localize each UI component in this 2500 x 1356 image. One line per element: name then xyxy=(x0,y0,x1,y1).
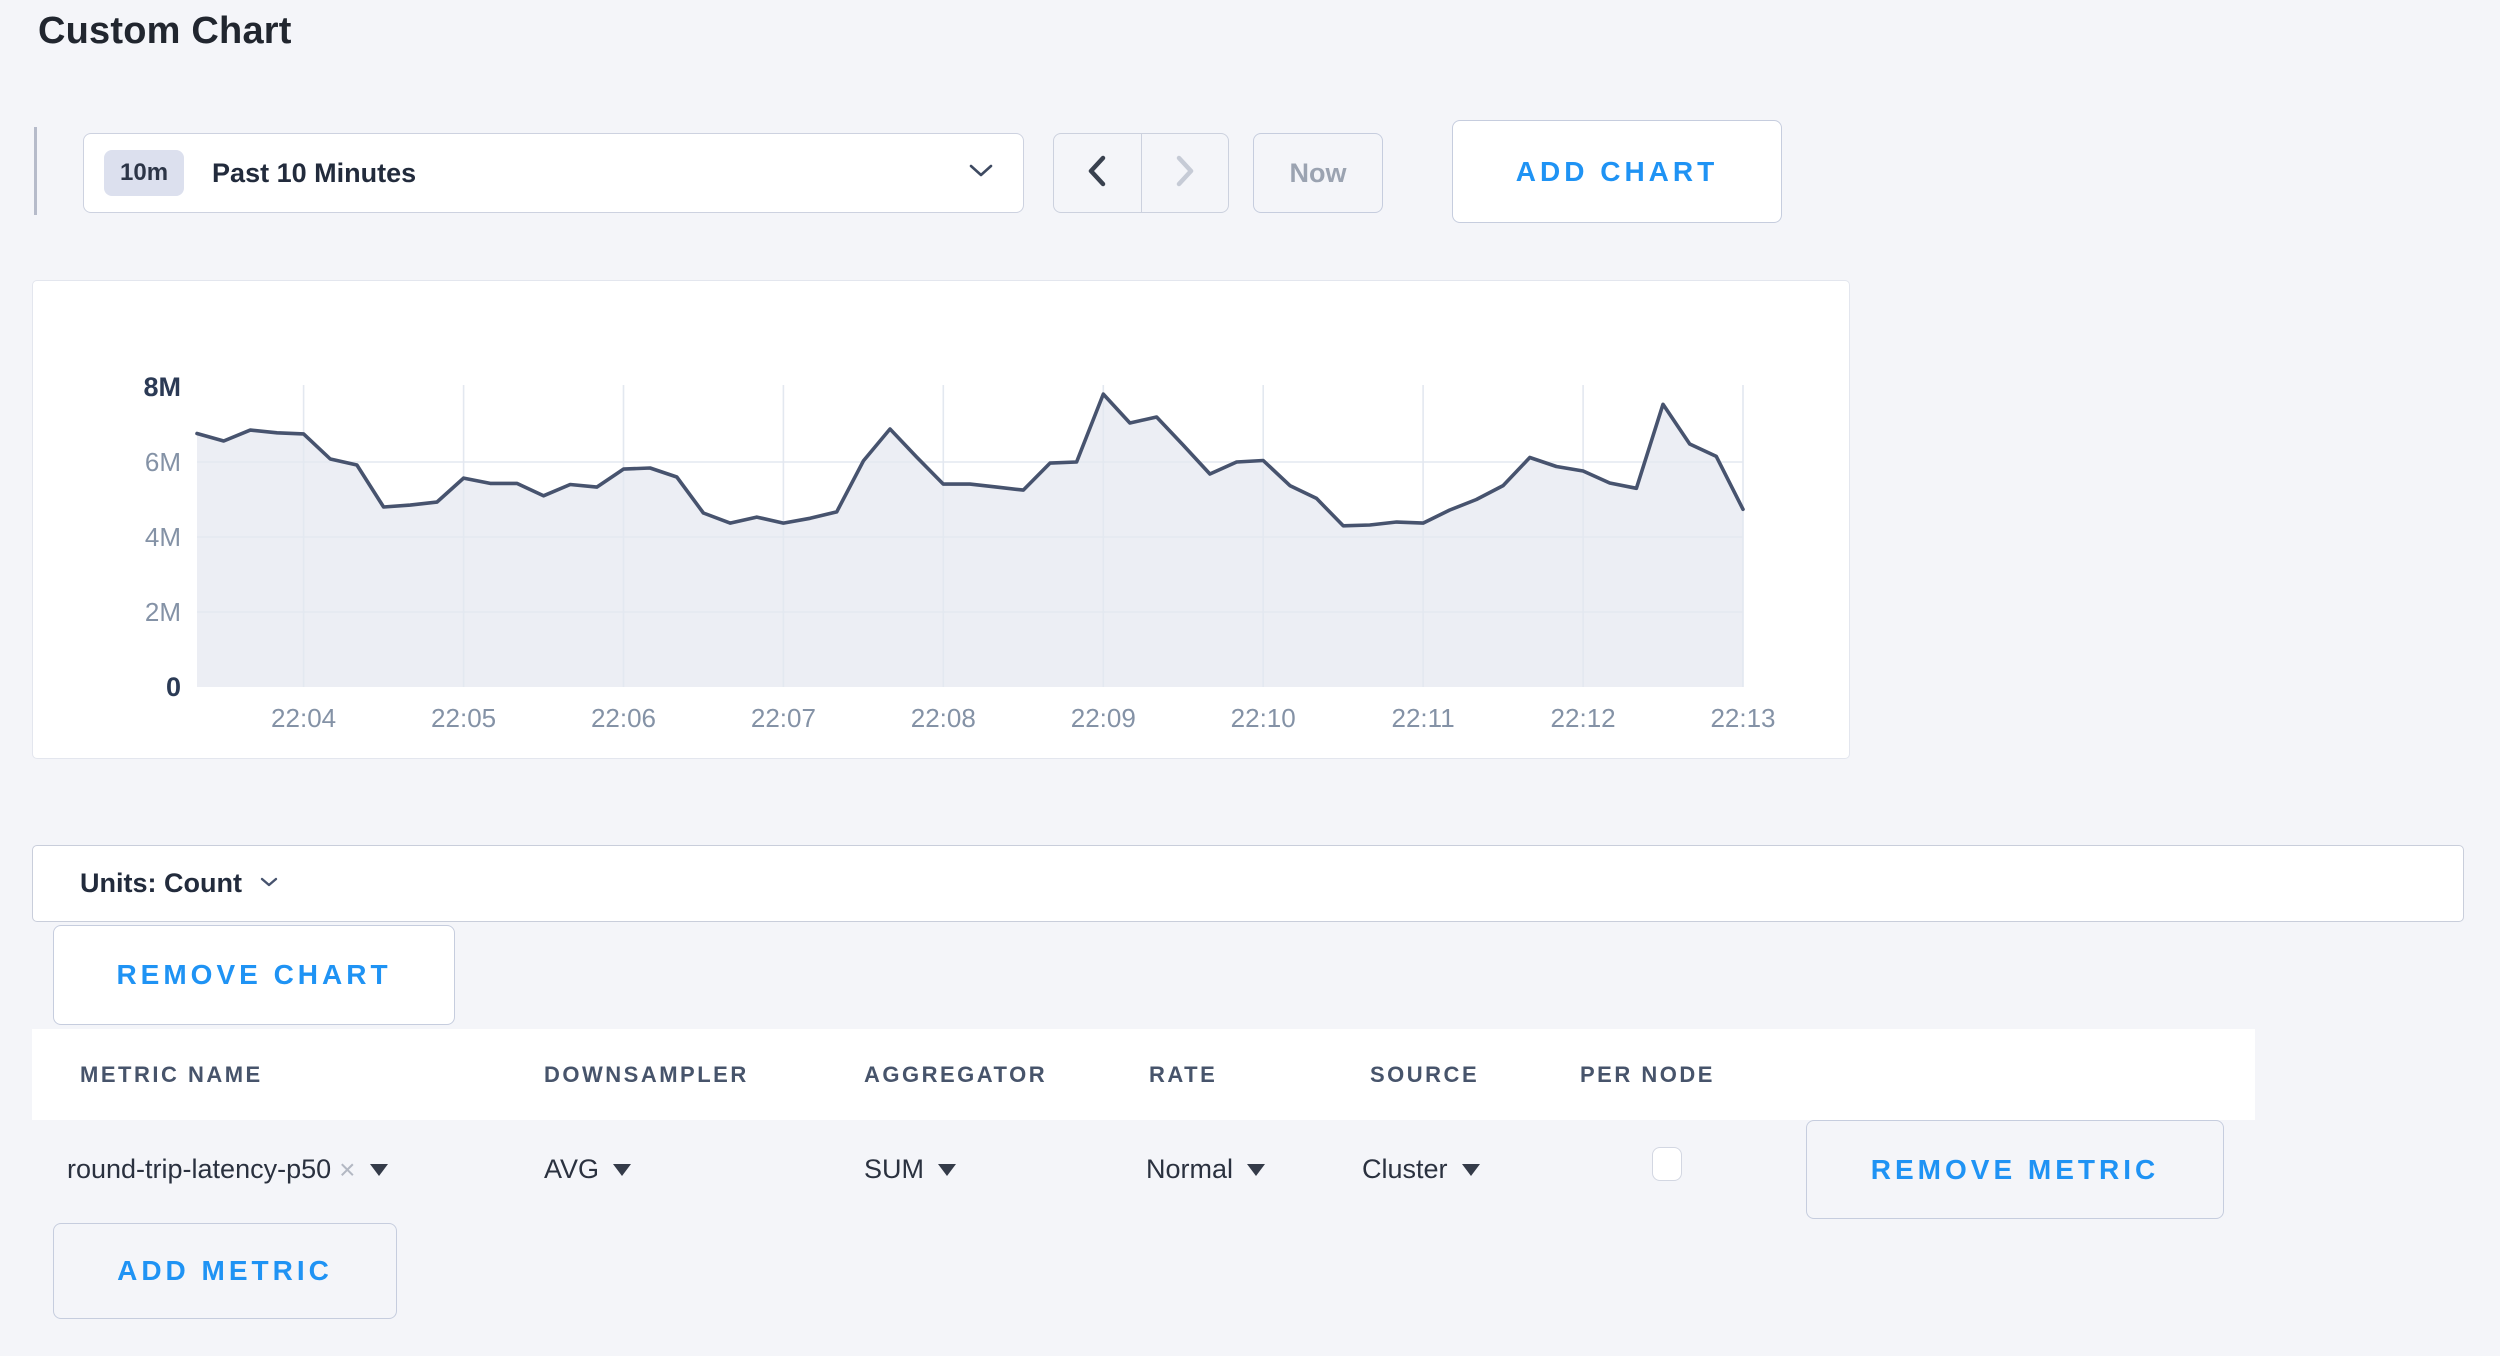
caret-down-icon xyxy=(1247,1163,1266,1176)
time-range-badge: 10m xyxy=(104,150,185,196)
chevron-down-icon xyxy=(969,164,993,183)
svg-text:22:06: 22:06 xyxy=(591,703,656,733)
time-step-control xyxy=(1053,133,1229,213)
svg-text:22:10: 22:10 xyxy=(1231,703,1296,733)
svg-text:22:04: 22:04 xyxy=(271,703,336,733)
downsampler-select[interactable]: AVG xyxy=(544,1120,632,1219)
svg-text:22:07: 22:07 xyxy=(751,703,816,733)
svg-text:2M: 2M xyxy=(145,597,181,627)
col-header-source: SOURCE xyxy=(1370,1062,1480,1087)
metric-name-value: round-trip-latency-p50 xyxy=(67,1154,332,1184)
col-header-rate: RATE xyxy=(1149,1062,1218,1087)
svg-text:22:12: 22:12 xyxy=(1551,703,1616,733)
caret-down-icon xyxy=(613,1163,632,1176)
chart-card: 22:04 22:05 22:06 22:07 22:08 22:09 22:10 22:11… xyxy=(32,280,1850,759)
rate-value: Normal xyxy=(1146,1154,1234,1184)
col-header-downsampler: DOWNSAMPLER xyxy=(544,1062,749,1087)
add-chart-button[interactable]: ADD CHART xyxy=(1452,120,1782,223)
timeseries-area-chart[interactable]: 22:04 22:05 22:06 22:07 22:08 22:09 22:10 22:11… xyxy=(33,281,1849,758)
page-title: Custom Chart xyxy=(38,10,292,52)
svg-text:6M: 6M xyxy=(145,447,181,477)
aggregator-value: SUM xyxy=(864,1154,924,1184)
svg-text:22:13: 22:13 xyxy=(1710,703,1775,733)
toolbar-accent-divider xyxy=(34,127,37,215)
per-node-checkbox[interactable] xyxy=(1652,1147,1682,1181)
metric-row: round-trip-latency-p50 × AVG SUM Normal … xyxy=(32,1120,2255,1219)
svg-text:0: 0 xyxy=(166,672,181,702)
time-back-button[interactable] xyxy=(1054,134,1142,212)
svg-text:22:11: 22:11 xyxy=(1392,703,1455,733)
svg-text:22:09: 22:09 xyxy=(1071,703,1136,733)
svg-text:22:08: 22:08 xyxy=(911,703,976,733)
remove-metric-button[interactable]: REMOVE METRIC xyxy=(1806,1120,2224,1219)
caret-down-icon xyxy=(1461,1163,1480,1176)
clear-metric-icon[interactable]: × xyxy=(339,1153,356,1185)
units-label: Units: Count xyxy=(80,868,242,898)
chevron-right-icon xyxy=(1174,155,1196,192)
col-header-metric-name: METRIC NAME xyxy=(80,1062,263,1087)
rate-select[interactable]: Normal xyxy=(1146,1120,1266,1219)
caret-down-icon xyxy=(369,1163,388,1176)
col-header-per-node: PER NODE xyxy=(1580,1062,1715,1087)
now-button[interactable]: Now xyxy=(1253,133,1383,213)
svg-text:8M: 8M xyxy=(143,372,181,402)
units-dropdown[interactable]: Units: Count xyxy=(32,845,2464,922)
chevron-down-icon xyxy=(260,875,278,893)
metric-name-select[interactable]: round-trip-latency-p50 × xyxy=(67,1120,388,1219)
svg-text:22:05: 22:05 xyxy=(431,703,496,733)
downsampler-value: AVG xyxy=(544,1154,600,1184)
col-header-aggregator: AGGREGATOR xyxy=(864,1062,1048,1087)
aggregator-select[interactable]: SUM xyxy=(864,1120,956,1219)
time-range-dropdown[interactable]: 10m Past 10 Minutes xyxy=(83,133,1024,213)
remove-chart-button[interactable]: REMOVE CHART xyxy=(53,925,455,1025)
source-value: Cluster xyxy=(1362,1154,1448,1184)
chevron-left-icon xyxy=(1086,155,1108,192)
add-metric-button[interactable]: ADD METRIC xyxy=(53,1223,397,1319)
source-select[interactable]: Cluster xyxy=(1362,1120,1480,1219)
metrics-table-header: METRIC NAME DOWNSAMPLER AGGREGATOR RATE … xyxy=(32,1029,2255,1120)
time-range-label: Past 10 Minutes xyxy=(212,157,417,188)
svg-text:4M: 4M xyxy=(145,522,181,552)
caret-down-icon xyxy=(938,1163,956,1176)
time-forward-button[interactable] xyxy=(1142,134,1229,212)
